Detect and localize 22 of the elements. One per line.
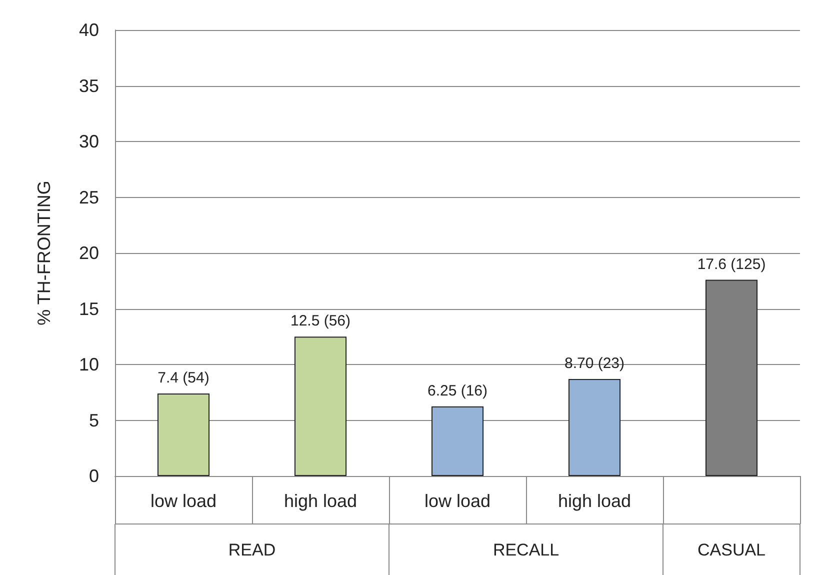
text: CASUAL [697,540,766,560]
y-tick-label: 0 [88,466,99,486]
text: READ [228,540,276,560]
data-label: 6.25 (16) [427,382,488,400]
x-tick-label: low load [150,491,217,511]
y-tick-label: 5 [88,410,99,430]
y-tick-label: 10 [78,354,99,374]
y-axis-title: % TH-FRONTING [34,180,54,326]
text: RECALL [492,540,560,560]
data-label: 8.70 (23) [564,354,625,372]
data-label: 7.4 (54) [158,369,210,386]
x-tick-label: high load [284,491,358,511]
y-tick-label: 20 [78,243,99,263]
x-tick-label: high load [558,491,632,511]
y-tick-label: 15 [78,298,99,319]
y-tick-label: 35 [78,76,99,96]
data-label: 17.6 (125) [697,256,766,273]
y-tick-label: 40 [78,20,99,40]
y-tick-label: 25 [78,187,99,208]
data-label: 12.5 (56) [290,312,351,330]
x-tick-label: low load [424,491,491,511]
y-tick-label: 30 [78,132,99,152]
